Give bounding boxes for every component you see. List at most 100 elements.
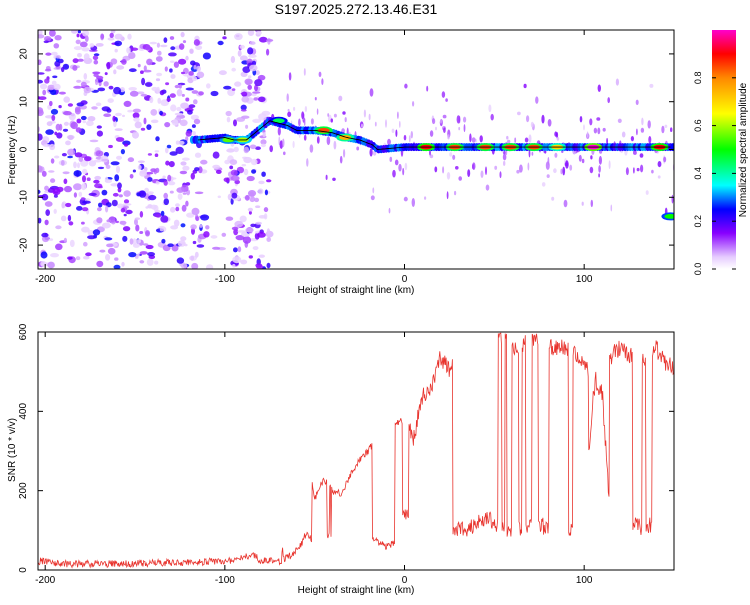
noise-speckle (252, 91, 261, 94)
noise-speckle (150, 168, 157, 173)
noise-speckle (87, 230, 95, 236)
noise-speckle (180, 102, 189, 109)
noise-speckle (240, 92, 248, 95)
noise-speckle (181, 204, 187, 212)
noise-speckle (243, 156, 253, 164)
noise-speckle (67, 148, 75, 156)
noise-speckle (105, 205, 109, 213)
noise-speckle (217, 195, 221, 199)
signal-speckle (607, 97, 610, 104)
noise-speckle (266, 48, 270, 56)
noise-speckle (95, 102, 102, 107)
colorbar-tick-label: 0.4 (693, 167, 703, 180)
noise-speckle (103, 113, 112, 117)
noise-speckle (167, 181, 176, 186)
noise-speckle (243, 168, 249, 176)
signal-speckle (617, 118, 622, 124)
noise-speckle (157, 97, 161, 104)
noise-speckle (249, 144, 257, 150)
noise-speckle (171, 244, 179, 252)
signal-speckle (583, 124, 585, 131)
noise-speckle (169, 36, 175, 40)
noise-speckle (139, 211, 144, 218)
noise-speckle (71, 30, 78, 34)
noise-speckle (160, 99, 169, 107)
signal-speckle (369, 88, 374, 97)
noise-speckle (99, 249, 106, 253)
noise-speckle (127, 109, 134, 113)
signal-speckle (560, 168, 563, 175)
noise-speckle (128, 52, 136, 59)
noise-speckle (167, 243, 174, 247)
noise-speckle (56, 186, 64, 192)
signal-speckle (306, 158, 309, 167)
signal-speckle (398, 163, 402, 172)
noise-speckle (137, 160, 145, 163)
noise-speckle (194, 167, 200, 172)
signal-speckle (395, 129, 398, 137)
noise-speckle (137, 165, 142, 170)
signal-speckle (458, 176, 463, 181)
noise-speckle (123, 100, 132, 107)
noise-speckle (82, 175, 86, 183)
signal-speckle (429, 150, 431, 156)
noise-speckle (104, 237, 113, 241)
noise-speckle (93, 179, 100, 184)
noise-speckle (170, 225, 179, 230)
noise-speckle (107, 98, 114, 103)
noise-speckle (178, 58, 187, 65)
noise-speckle (75, 127, 82, 133)
noise-speckle (206, 264, 214, 269)
noise-speckle (230, 175, 240, 181)
noise-speckle (41, 193, 49, 201)
noise-speckle (38, 217, 42, 224)
noise-speckle (93, 53, 100, 57)
noise-speckle (44, 36, 52, 42)
signal-speckle (442, 114, 447, 119)
noise-speckle (164, 122, 171, 128)
noise-speckle (149, 41, 157, 45)
noise-speckle (249, 64, 258, 72)
noise-speckle (93, 59, 99, 65)
noise-speckle (63, 96, 70, 103)
snr-y-tick-label: 0 (18, 567, 29, 573)
noise-speckle (117, 203, 124, 209)
signal-speckle (597, 84, 601, 92)
signal-speckle (519, 164, 523, 173)
noise-speckle (55, 243, 63, 251)
signal-speckle (387, 138, 391, 146)
noise-speckle (147, 153, 152, 156)
signal-speckle (579, 116, 583, 123)
colorbar: 0.0 0.2 0.4 0.6 0.8 Normalized spectral ampl… (693, 30, 749, 275)
signal-speckle (343, 149, 346, 158)
noise-speckle (230, 55, 236, 64)
noise-speckle (65, 202, 72, 208)
noise-speckle (229, 159, 238, 166)
signal-speckle (286, 93, 289, 102)
signal-speckle (446, 172, 451, 180)
signal-speckle (503, 160, 506, 166)
signal-speckle (528, 149, 531, 158)
noise-speckle (76, 206, 83, 211)
signal-speckle (670, 127, 673, 132)
noise-speckle (129, 174, 134, 179)
spectrogram-y-tick-label: 10 (19, 96, 30, 108)
noise-speckle (127, 157, 135, 163)
noise-speckle (114, 128, 123, 132)
noise-speckle (102, 222, 111, 229)
noise-speckle (47, 84, 56, 91)
signal-speckle (526, 115, 530, 123)
noise-speckle (44, 185, 49, 191)
noise-speckle (181, 71, 185, 75)
signal-speckle (333, 113, 337, 118)
noise-speckle (241, 164, 247, 167)
noise-speckle (50, 158, 55, 164)
noise-speckle (80, 197, 86, 201)
signal-speckle (327, 113, 330, 117)
noise-speckle (237, 246, 242, 253)
signal-speckle (269, 145, 274, 153)
signal-speckle (368, 113, 371, 121)
noise-speckle (235, 235, 245, 241)
noise-speckle (181, 93, 185, 97)
signal-speckle (598, 155, 603, 165)
